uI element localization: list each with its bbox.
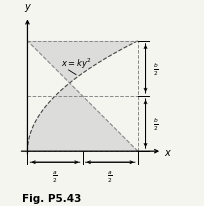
Text: Fig. P5.43: Fig. P5.43 [22,193,81,203]
Text: $\frac{b}{2}$: $\frac{b}{2}$ [153,116,158,132]
Text: $x = ky^2$: $x = ky^2$ [60,56,91,71]
Text: $y$: $y$ [24,2,32,14]
Text: $\frac{a}{2}$: $\frac{a}{2}$ [107,169,113,184]
Text: $x$: $x$ [163,147,172,158]
Text: $\frac{a}{2}$: $\frac{a}{2}$ [52,169,58,184]
Polygon shape [27,42,137,151]
Text: $\frac{b}{2}$: $\frac{b}{2}$ [153,61,158,77]
